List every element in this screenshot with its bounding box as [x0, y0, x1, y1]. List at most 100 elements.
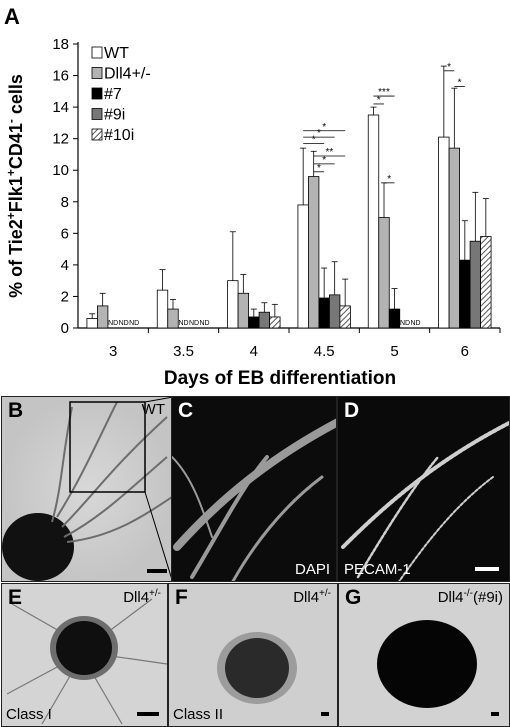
significance-label: *: [447, 62, 451, 73]
bar: [378, 217, 390, 329]
panel-a-letter: A: [4, 4, 20, 29]
legend-label: #10i: [104, 127, 134, 144]
y-tick-label: 2: [61, 288, 69, 305]
nd-label: ND: [189, 320, 199, 327]
significance-label: *: [387, 174, 391, 185]
bar: [367, 114, 380, 329]
legend-swatch: [91, 87, 103, 100]
pecam-fluorescence: [338, 397, 509, 581]
legend-label: #7: [104, 86, 122, 103]
eb-class-one-brightfield: [2, 584, 167, 726]
panel-e-image: E Dll4+/- Class I: [1, 583, 168, 727]
panel-e-letter: E: [8, 586, 23, 609]
dapi-fluorescence: [172, 397, 336, 581]
bar: [469, 240, 481, 329]
panel-e-class-label: Class I: [6, 706, 52, 723]
panel-f-class-label: Class II: [173, 706, 224, 723]
x-tick-label: 4: [250, 343, 258, 360]
bar: [297, 204, 309, 329]
panel-g-genotype: Dll4-/-(#9i): [437, 588, 503, 606]
nd-label: ND: [410, 320, 420, 327]
x-tick-label: 4.5: [314, 343, 335, 360]
panel-c-letter: C: [178, 399, 194, 422]
legend-label: WT: [104, 45, 129, 62]
scale-bar: [137, 712, 159, 716]
scale-bar: [475, 567, 499, 571]
nd-label: ND: [119, 320, 129, 327]
y-tick-label: 6: [61, 225, 69, 242]
significance-label: *: [312, 134, 316, 145]
bar: [339, 305, 351, 329]
bar: [388, 308, 401, 329]
bar-chart: A % of Tie2+Flk1+CD41- cells Days of EB …: [4, 4, 501, 389]
y-tick-label: 16: [52, 68, 69, 85]
legend-swatch: [91, 108, 103, 120]
x-tick-label: 3: [109, 343, 117, 360]
panel-d-image: D PECAM-1: [337, 396, 510, 582]
legend-label: Dll4+/-: [104, 66, 151, 83]
nd-label: ND: [400, 320, 410, 327]
bar: [329, 294, 341, 329]
nd-label: ND: [178, 320, 188, 327]
bar: [318, 297, 330, 329]
x-tick-label: 5: [390, 343, 398, 360]
nd-label: ND: [199, 320, 209, 327]
panel-f-image: F Dll4+/- Class II: [168, 583, 338, 727]
panel-b-image: B WT: [1, 396, 172, 582]
panel-f-genotype: Dll4+/-: [293, 588, 331, 606]
bar: [248, 316, 260, 329]
x-axis-label: Days of EB differentiation: [164, 368, 396, 389]
panel-b-genotype: WT: [141, 401, 165, 418]
y-tick-label: 4: [61, 257, 69, 274]
significance-label: **: [326, 147, 334, 158]
y-tick-label: 10: [52, 162, 69, 179]
significance-label: *: [317, 163, 321, 174]
significance-label: *: [377, 95, 381, 106]
panel-c-image: C DAPI: [171, 396, 337, 582]
scale-bar: [147, 569, 167, 573]
y-tick-label: 14: [52, 99, 69, 116]
bar: [227, 280, 239, 329]
y-tick-label: 12: [52, 131, 69, 148]
bar: [86, 318, 98, 329]
panel-g-image: G Dll4-/-(#9i): [338, 583, 510, 727]
bar: [480, 236, 492, 329]
nd-label: ND: [129, 320, 139, 327]
bar: [167, 308, 179, 329]
y-tick-label: 18: [52, 36, 69, 53]
y-tick-label: 8: [61, 194, 69, 211]
panel-f-letter: F: [175, 586, 188, 609]
significance-label: *: [317, 128, 321, 139]
bar: [269, 316, 281, 329]
bar: [237, 292, 249, 329]
bar: [438, 136, 450, 329]
panel-c-stain: DAPI: [294, 561, 330, 578]
scale-bar: [321, 712, 329, 716]
legend-label: #9i: [104, 107, 125, 124]
panel-d-letter: D: [344, 399, 360, 422]
significance-label: *: [322, 155, 326, 166]
legend-swatch: [91, 67, 103, 79]
scale-bar: [491, 712, 499, 716]
x-tick-label: 6: [461, 343, 469, 360]
y-tick-label: 0: [61, 320, 69, 337]
y-axis-label: % of Tie2+Flk1+CD41- cells: [4, 74, 26, 298]
x-tick-label: 3.5: [173, 343, 194, 360]
bar: [258, 311, 270, 329]
eb-wt-brightfield: [2, 397, 171, 581]
legend-swatch: [91, 46, 103, 59]
panel-b-letter: B: [8, 399, 24, 422]
panel-e-genotype: Dll4+/-: [123, 588, 161, 606]
eb-knockout-brightfield: [339, 584, 509, 726]
nd-label: ND: [108, 320, 118, 327]
legend-swatch: [91, 128, 103, 141]
bar: [97, 305, 109, 329]
bar: [448, 147, 460, 329]
bar: [459, 259, 471, 329]
bar: [156, 289, 169, 329]
significance-label: *: [322, 122, 326, 133]
panel-d-stain: PECAM-1: [344, 561, 411, 578]
significance-label: *: [458, 78, 462, 89]
bar: [308, 176, 320, 329]
eb-class-two-brightfield: [169, 584, 337, 726]
